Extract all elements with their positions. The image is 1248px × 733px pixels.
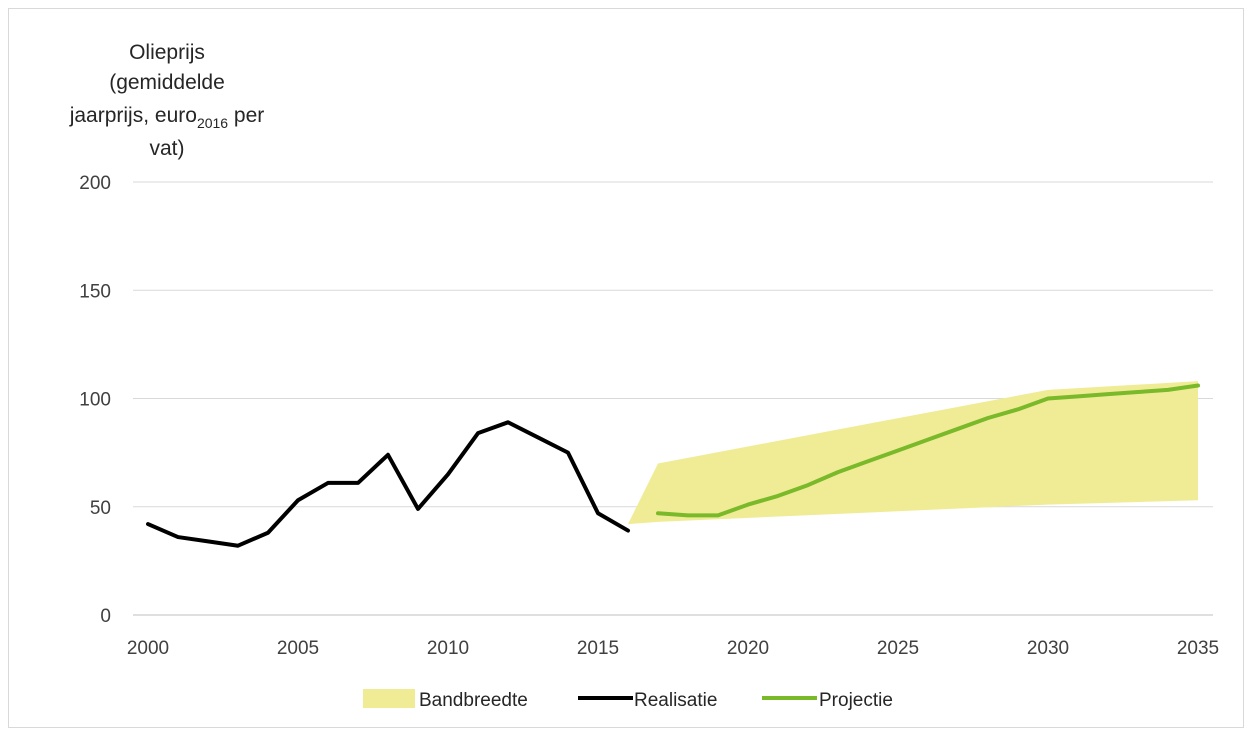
y-axis-title-line1: Olieprijs	[129, 41, 205, 64]
legend-item-realisatie: Realisatie	[578, 690, 717, 711]
chart-frame	[8, 8, 1244, 728]
band-bandbreedte	[628, 381, 1198, 525]
y-tick-label-100: 100	[79, 390, 111, 411]
legend-item-projectie: Projectie	[762, 690, 893, 711]
y-axis-title-line2: (gemiddelde	[109, 71, 225, 94]
y-tick-label-200: 200	[79, 173, 111, 194]
x-tick-label-2025: 2025	[877, 638, 919, 659]
legend-label-bandbreedte: Bandbreedte	[419, 690, 528, 711]
series-line-projectie	[656, 383, 1200, 518]
y-tick-label-0: 0	[100, 606, 111, 627]
legend-label-realisatie: Realisatie	[634, 690, 717, 711]
legend-swatch-bandbreedte	[363, 689, 415, 708]
legend: Bandbreedte Realisatie Projectie	[363, 689, 893, 711]
y-axis-title-line3: jaarprijs, euro2016 per	[69, 104, 265, 131]
y-axis-title-line3-post: per	[228, 104, 264, 127]
y-tick-label-50: 50	[90, 498, 111, 519]
legend-item-bandbreedte: Bandbreedte	[363, 689, 528, 711]
x-tick-label-2010: 2010	[427, 638, 469, 659]
x-tick-label-2015: 2015	[577, 638, 619, 659]
x-tick-label-2030: 2030	[1027, 638, 1069, 659]
y-axis-title-line4: vat)	[149, 137, 184, 160]
y-tick-label-150: 150	[79, 281, 111, 302]
series-layer	[146, 383, 1200, 548]
x-tick-label-2000: 2000	[127, 638, 169, 659]
y-axis-title: Olieprijs (gemiddelde jaarprijs, euro201…	[69, 41, 265, 160]
x-tick-label-2020: 2020	[727, 638, 769, 659]
x-tick-label-2005: 2005	[277, 638, 319, 659]
y-axis-ticks: 0 50 100 150 200	[79, 173, 111, 627]
y-axis-title-line3-sub: 2016	[197, 115, 228, 131]
x-tick-label-2035: 2035	[1177, 638, 1219, 659]
legend-label-projectie: Projectie	[819, 690, 893, 711]
x-axis-ticks: 2000 2005 2010 2015 2020 2025 2030 2035	[127, 638, 1219, 659]
series-line-realisatie	[146, 420, 630, 548]
y-axis-title-line3-pre: jaarprijs, euro	[69, 104, 197, 127]
bandwidth-layer	[628, 381, 1198, 525]
